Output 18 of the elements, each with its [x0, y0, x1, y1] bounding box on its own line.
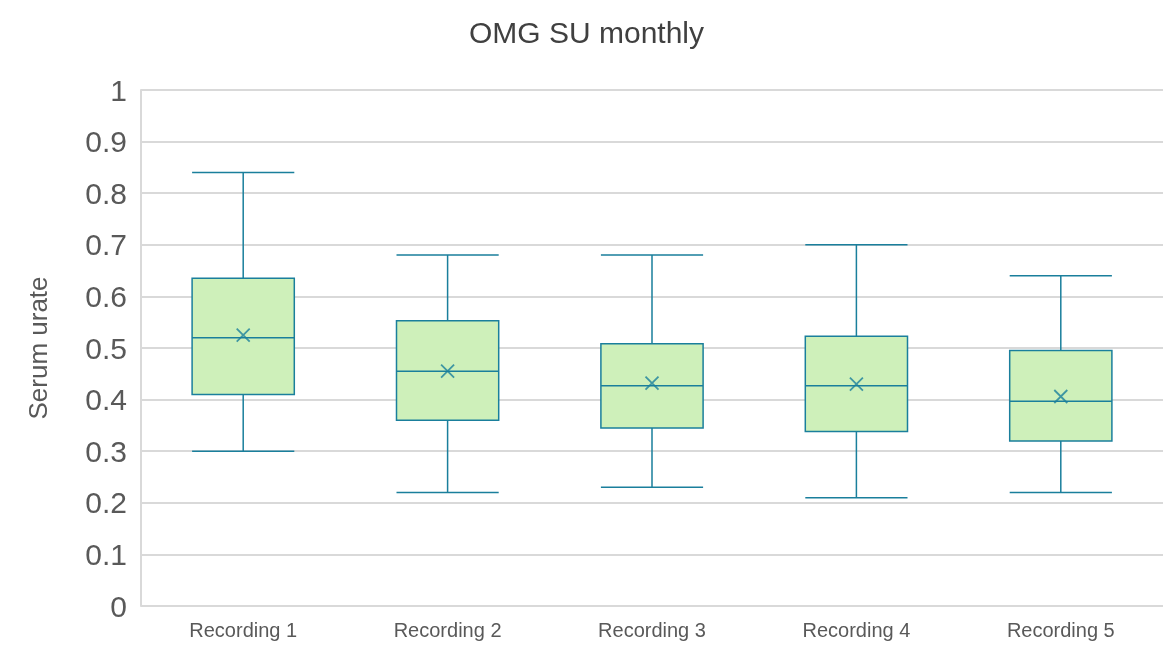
y-tick-label: 0.2 — [85, 486, 127, 520]
y-tick-label: 0.6 — [85, 279, 127, 313]
y-axis-title: Serum urate — [23, 276, 53, 420]
y-tick-label: 0.3 — [85, 434, 127, 468]
y-tick-label: 0.5 — [85, 331, 127, 365]
y-tick-label: 0.7 — [85, 228, 127, 262]
y-tick-label: 0.8 — [85, 176, 127, 210]
chart-title: OMG SU monthly — [468, 15, 705, 49]
y-tick-label: 1 — [110, 73, 127, 107]
y-tick-label: 0.9 — [85, 125, 127, 159]
x-tick-label: Recording 3 — [598, 619, 706, 641]
y-tick-label: 0.1 — [85, 537, 127, 571]
y-tick-label: 0.4 — [85, 383, 127, 417]
x-tick-label: Recording 2 — [393, 619, 502, 641]
x-tick-label: Recording 1 — [189, 619, 298, 641]
x-tick-label: Recording 5 — [1006, 619, 1115, 641]
y-tick-label: 0 — [110, 589, 127, 623]
x-tick-label: Recording 4 — [802, 619, 911, 641]
